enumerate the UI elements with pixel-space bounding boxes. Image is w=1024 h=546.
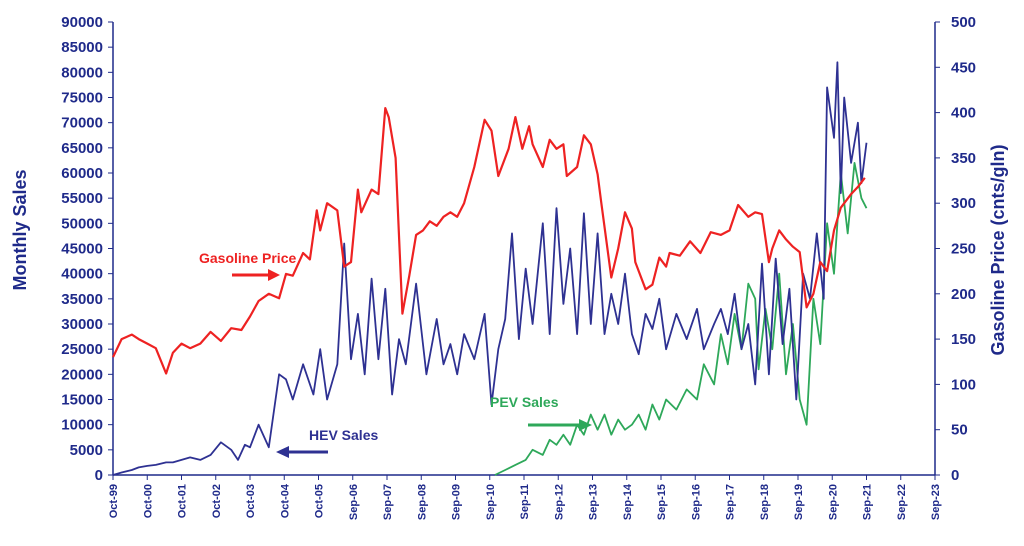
left-tick-label: 60000: [61, 165, 103, 182]
x-tick-label: Sep-09: [451, 484, 463, 520]
gasoline-price-arrow: [232, 269, 280, 281]
right-tick-label: 350: [951, 150, 976, 167]
right-tick-label: 250: [951, 241, 976, 258]
x-tick-label: Oct-02: [211, 484, 223, 518]
x-tick-label: Sep-20: [827, 484, 839, 520]
left-tick-label: 0: [95, 467, 103, 484]
right-tick-label: 500: [951, 14, 976, 31]
left-axis-title: Monthly Sales: [10, 169, 30, 290]
x-tick-label: Oct-05: [314, 484, 326, 518]
pev-sales-line: [494, 161, 868, 476]
left-tick-label: 50000: [61, 215, 103, 232]
x-tick-label: Sep-22: [896, 484, 908, 520]
left-tick-label: 20000: [61, 366, 103, 383]
right-tick-label: 50: [951, 422, 968, 439]
x-axis: Oct-99 Oct-00 Oct-01 Oct-02 Oct-03 Oct-04 Oct-…: [108, 474, 942, 520]
right-axis-title: Gasoline Price (cnts/gln): [988, 144, 1008, 355]
series-lines: [112, 61, 868, 476]
x-tick-label: Sep-19: [793, 484, 805, 520]
left-tick-label: 85000: [61, 39, 103, 56]
right-tick-label: 0: [951, 467, 959, 484]
x-tick-label: Sep-21: [862, 484, 874, 520]
x-tick-label: Oct-00: [142, 484, 154, 518]
left-tick-label: 5000: [70, 442, 103, 459]
x-tick-label: Sep-17: [725, 484, 737, 520]
right-tick-label: 150: [951, 331, 976, 348]
x-tick-label: Sep-13: [588, 484, 600, 520]
pev-sales-label: PEV Sales: [490, 394, 559, 410]
hev-sales-arrow: [276, 446, 328, 458]
x-tick-label: Oct-03: [245, 484, 257, 518]
left-y-axis: 0 5000 10000 15000 20000 25000 30000 35000 40000…: [61, 14, 114, 484]
left-tick-label: 35000: [61, 291, 103, 308]
hev-sales-line: [112, 61, 868, 476]
x-tick-label: Sep-15: [656, 484, 668, 520]
left-tick-label: 80000: [61, 64, 103, 81]
right-tick-label: 400: [951, 105, 976, 122]
right-tick-label: 450: [951, 59, 976, 76]
x-tick-label: Oct-99: [108, 484, 120, 518]
x-tick-label: Sep-10: [485, 484, 497, 520]
x-tick-label: Sep-07: [382, 484, 394, 520]
right-tick-label: 100: [951, 376, 976, 393]
x-tick-label: Oct-01: [177, 484, 189, 518]
hev-sales-label: HEV Sales: [309, 427, 378, 443]
x-tick-label: Sep-08: [416, 484, 428, 520]
right-tick-label: 300: [951, 195, 976, 212]
gasoline-price-line: [112, 106, 866, 375]
x-tick-label: Sep-11: [519, 484, 531, 519]
x-tick-label: Sep-12: [553, 484, 565, 520]
left-tick-label: 65000: [61, 140, 103, 157]
right-tick-label: 200: [951, 286, 976, 303]
x-tick-label: Sep-18: [759, 484, 771, 520]
left-tick-label: 90000: [61, 14, 103, 31]
left-tick-label: 10000: [61, 417, 103, 434]
left-tick-label: 15000: [61, 392, 103, 409]
gasoline-price-label: Gasoline Price: [199, 250, 296, 266]
left-tick-label: 70000: [61, 115, 103, 132]
right-y-axis: 0 50 100 150 200 250 300 350 400 450 500: [934, 14, 976, 484]
left-tick-label: 55000: [61, 190, 103, 207]
left-tick-label: 40000: [61, 266, 103, 283]
pev-sales-arrow: [528, 419, 592, 431]
x-tick-label: Sep-16: [690, 484, 702, 520]
left-tick-label: 30000: [61, 316, 103, 333]
x-tick-label: Sep-14: [622, 483, 634, 520]
left-tick-label: 45000: [61, 241, 103, 258]
x-tick-label: Oct-04: [279, 483, 291, 518]
x-tick-label: Sep-06: [348, 484, 360, 520]
left-tick-label: 75000: [61, 90, 103, 107]
left-tick-label: 25000: [61, 341, 103, 358]
x-tick-label: Sep-23: [930, 484, 942, 520]
